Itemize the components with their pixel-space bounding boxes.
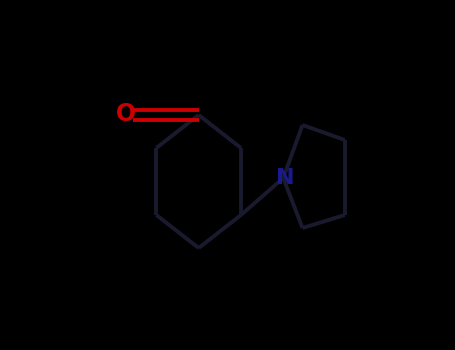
- Text: O: O: [116, 102, 136, 126]
- Text: N: N: [276, 168, 294, 188]
